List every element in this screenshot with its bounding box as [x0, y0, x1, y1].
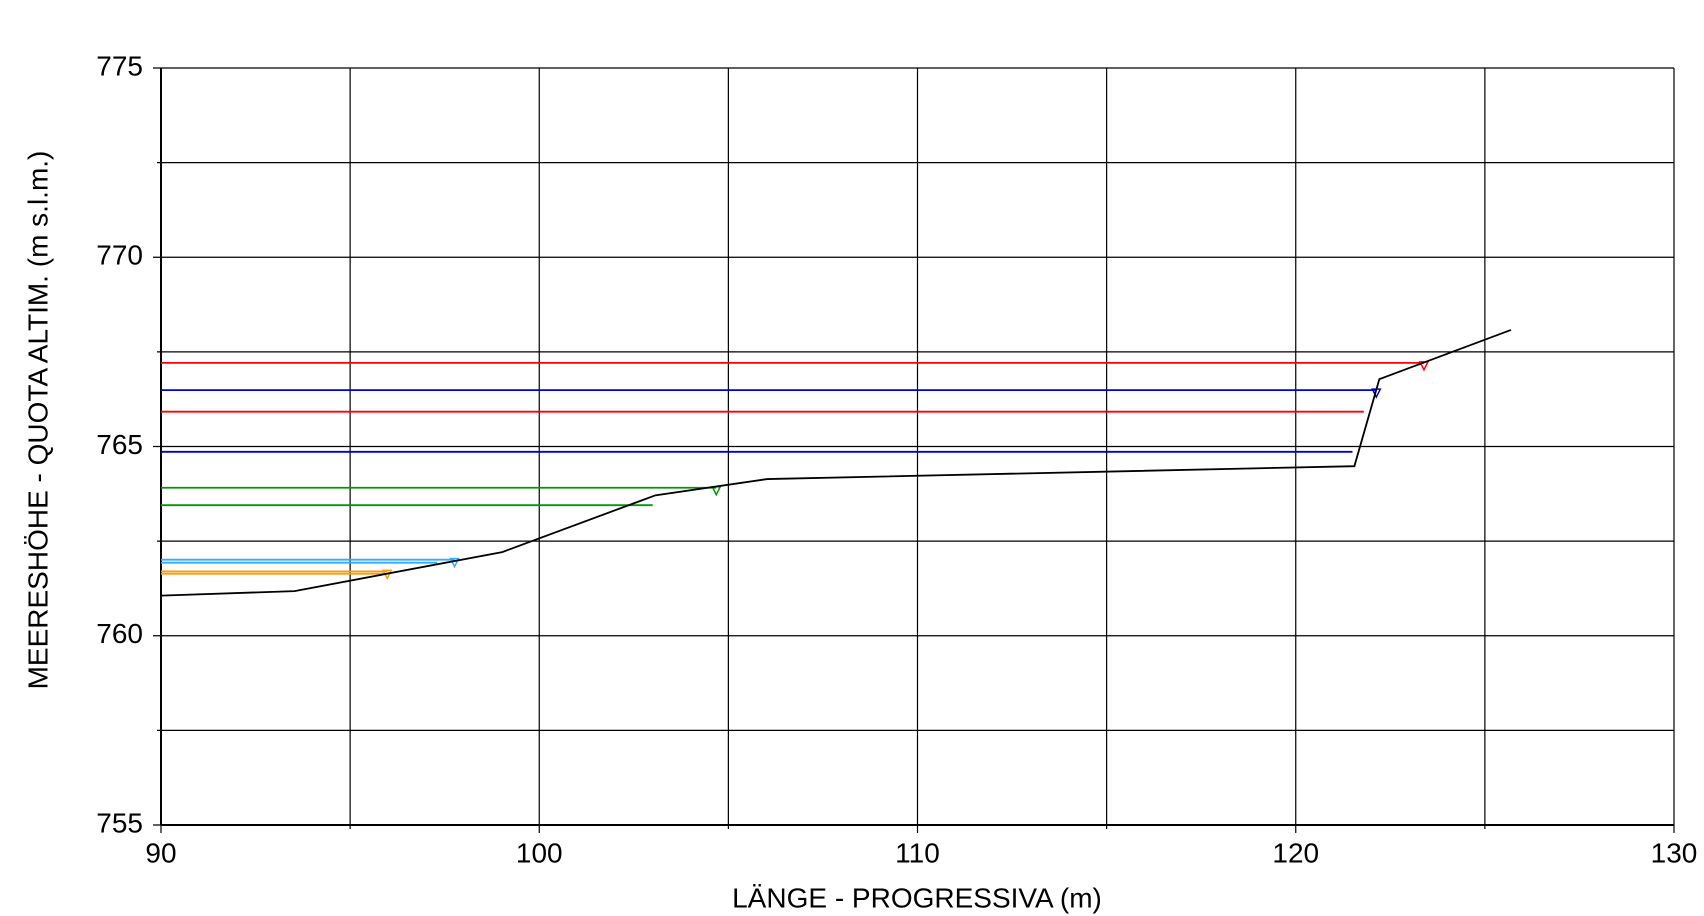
x-tick-label: 100 [516, 837, 563, 868]
y-tick-label: 755 [96, 807, 143, 838]
x-tick-label: 120 [1272, 837, 1319, 868]
y-axis-label: MEERESHÖHE - QUOTA ALTIM. (m s.l.m.) [22, 151, 53, 690]
x-axis-label: LÄNGE - PROGRESSIVA (m) [732, 882, 1102, 913]
series-line [160, 329, 1512, 597]
water-level-marker [449, 557, 460, 569]
x-tick-label: 90 [145, 837, 176, 868]
y-tick-label: 775 [96, 50, 143, 81]
y-tick-label: 765 [96, 429, 143, 460]
x-tick-label: 110 [895, 837, 940, 868]
y-tick-label: 770 [96, 240, 143, 271]
x-tick-label: 130 [1651, 837, 1698, 868]
y-tick-label: 760 [96, 618, 143, 649]
